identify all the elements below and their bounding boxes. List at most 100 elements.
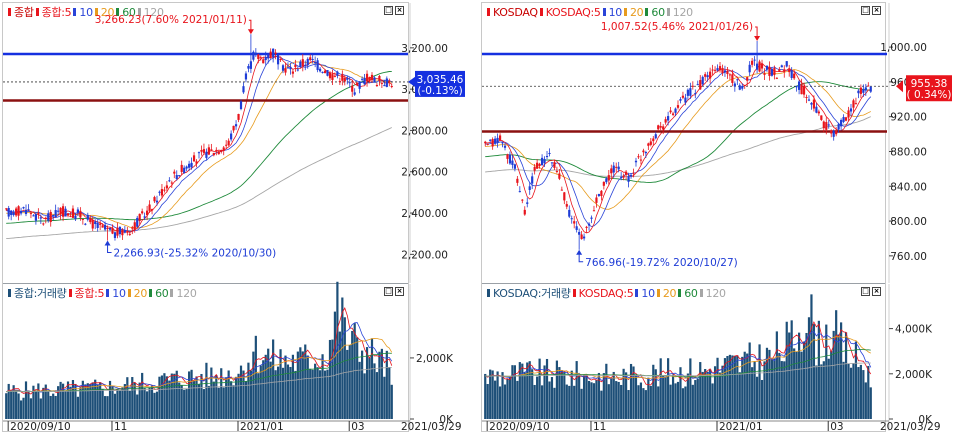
volume-bar	[217, 387, 220, 419]
close-icon[interactable]: ×	[395, 287, 404, 296]
volume-bar	[296, 351, 299, 419]
legend-swatch	[73, 8, 77, 16]
volume-bar	[600, 390, 603, 419]
candle-body	[113, 232, 117, 238]
kosdaq-volume-legend-item[interactable]: KOSDAQ:5	[571, 287, 634, 300]
volume-bar	[513, 365, 516, 419]
kospi-volume-pane[interactable]: 종합:거래량 종합:5 10 20 60 120 □ × 2,000K 0K 2020/09/…	[3, 281, 462, 433]
volume-bar	[254, 335, 257, 419]
kospi-volume-legend-item[interactable]: 60	[147, 287, 169, 300]
candle-body	[644, 151, 647, 154]
volume-bar	[89, 383, 92, 419]
candle-body	[32, 215, 35, 217]
candle-body	[103, 224, 107, 230]
minimize-icon[interactable]: □	[861, 287, 870, 296]
volume-bar	[368, 357, 371, 419]
volume-bar	[281, 367, 285, 419]
volume-bar	[575, 361, 578, 419]
volume-bar	[170, 373, 173, 419]
candle-body	[165, 185, 168, 189]
volume-bar	[215, 374, 218, 419]
volume-bar	[842, 361, 845, 419]
kospi-volume-legend-item[interactable]: 120	[168, 287, 197, 300]
candle-body	[587, 223, 591, 226]
kosdaq-volume-legend-item[interactable]: KOSDAQ:거래량	[485, 285, 571, 301]
candle-body	[867, 85, 870, 87]
candle-body	[733, 83, 736, 87]
kosdaq-price-legend-item[interactable]: KOSDAQ:5	[538, 6, 601, 19]
volume-bar	[511, 365, 514, 419]
close-icon[interactable]: ×	[395, 6, 404, 15]
volume-bar	[785, 321, 788, 419]
kosdaq-price-legend-item[interactable]: 10	[601, 6, 622, 19]
minimize-icon[interactable]: □	[384, 6, 393, 15]
pane-divider[interactable]	[3, 283, 408, 284]
candle-body	[526, 202, 529, 204]
candle-body	[612, 165, 615, 173]
volume-bar	[659, 358, 662, 419]
volume-bar	[210, 367, 213, 419]
candle-body	[380, 82, 383, 84]
kosdaq-volume-legend-item[interactable]: 20	[655, 287, 677, 300]
minimize-icon[interactable]: □	[861, 6, 870, 15]
candle-body	[602, 181, 605, 186]
pane-divider[interactable]	[482, 283, 885, 284]
candle-body	[679, 99, 682, 101]
volume-bar	[548, 381, 551, 419]
candle-body	[259, 57, 262, 59]
kospi-price-legend-item[interactable]: 10	[71, 6, 93, 19]
volume-bar	[220, 368, 223, 419]
kosdaq-price-legend-item[interactable]: 20	[622, 6, 644, 19]
kospi-volume-legend-item[interactable]: 종합:거래량	[6, 285, 67, 301]
kospi-volume-legend-item[interactable]: 20	[126, 287, 147, 300]
minimize-icon[interactable]: □	[384, 287, 393, 296]
candle-body	[5, 208, 8, 210]
legend-swatch	[35, 8, 39, 16]
candle-body	[358, 81, 361, 89]
kosdaq-price-legend-item[interactable]: 60	[643, 6, 665, 19]
candle-body	[108, 227, 112, 230]
close-icon[interactable]: ×	[872, 287, 881, 296]
kosdaq-volume-legend-item[interactable]: 120	[698, 287, 726, 300]
candle-body	[501, 142, 504, 144]
volume-bar	[279, 349, 282, 419]
volume-ma120-line	[6, 367, 392, 392]
kosdaq-price-legend-item[interactable]: KOSDAQ	[485, 6, 538, 19]
candle-body	[689, 88, 692, 96]
candle-body	[820, 115, 823, 120]
kosdaq-volume-legend-item[interactable]: 10	[633, 287, 655, 300]
kosdaq-volume-pane[interactable]: KOSDAQ:거래량 KOSDAQ:5 10 20 60 120 □ × 4,000K 2,…	[482, 284, 941, 433]
volume-bar	[378, 351, 381, 419]
kospi-price-legend-item[interactable]: 120	[136, 6, 164, 19]
volume-bar	[373, 363, 376, 419]
candle-body	[812, 99, 816, 109]
candle-body	[797, 81, 801, 90]
candle-body	[716, 68, 719, 71]
kospi-price-legend-item[interactable]: 종합:5	[34, 4, 72, 20]
kospi-volume-legend-item[interactable]: 종합:5	[67, 285, 105, 301]
legend-swatch	[137, 8, 141, 16]
close-icon[interactable]: ×	[872, 6, 881, 15]
volume-bar	[484, 373, 487, 419]
volume-bar	[815, 365, 818, 419]
kospi-price-legend-item[interactable]: 20	[93, 6, 115, 19]
candle-body	[815, 106, 818, 113]
candle-body	[523, 209, 526, 215]
candle-body	[22, 207, 25, 209]
kosdaq-volume-legend-item[interactable]: 60	[676, 287, 698, 300]
high-arrow	[247, 29, 254, 35]
candle-body	[247, 66, 250, 69]
volume-bar	[116, 389, 119, 419]
kospi-price-legend-item[interactable]: 종합	[6, 4, 34, 20]
candle-body	[170, 182, 173, 184]
kospi-price-legend-item[interactable]: 60	[114, 6, 136, 19]
volume-bar	[684, 386, 687, 419]
volume-bar	[7, 383, 10, 419]
candle-body	[844, 117, 848, 121]
candle-body	[91, 219, 94, 229]
high-annotation: 1,007.52(5.46% 2021/01/26)	[601, 21, 753, 33]
kosdaq-price-legend-item[interactable]: 120	[665, 6, 693, 19]
kospi-volume-legend-item[interactable]: 10	[104, 287, 126, 300]
